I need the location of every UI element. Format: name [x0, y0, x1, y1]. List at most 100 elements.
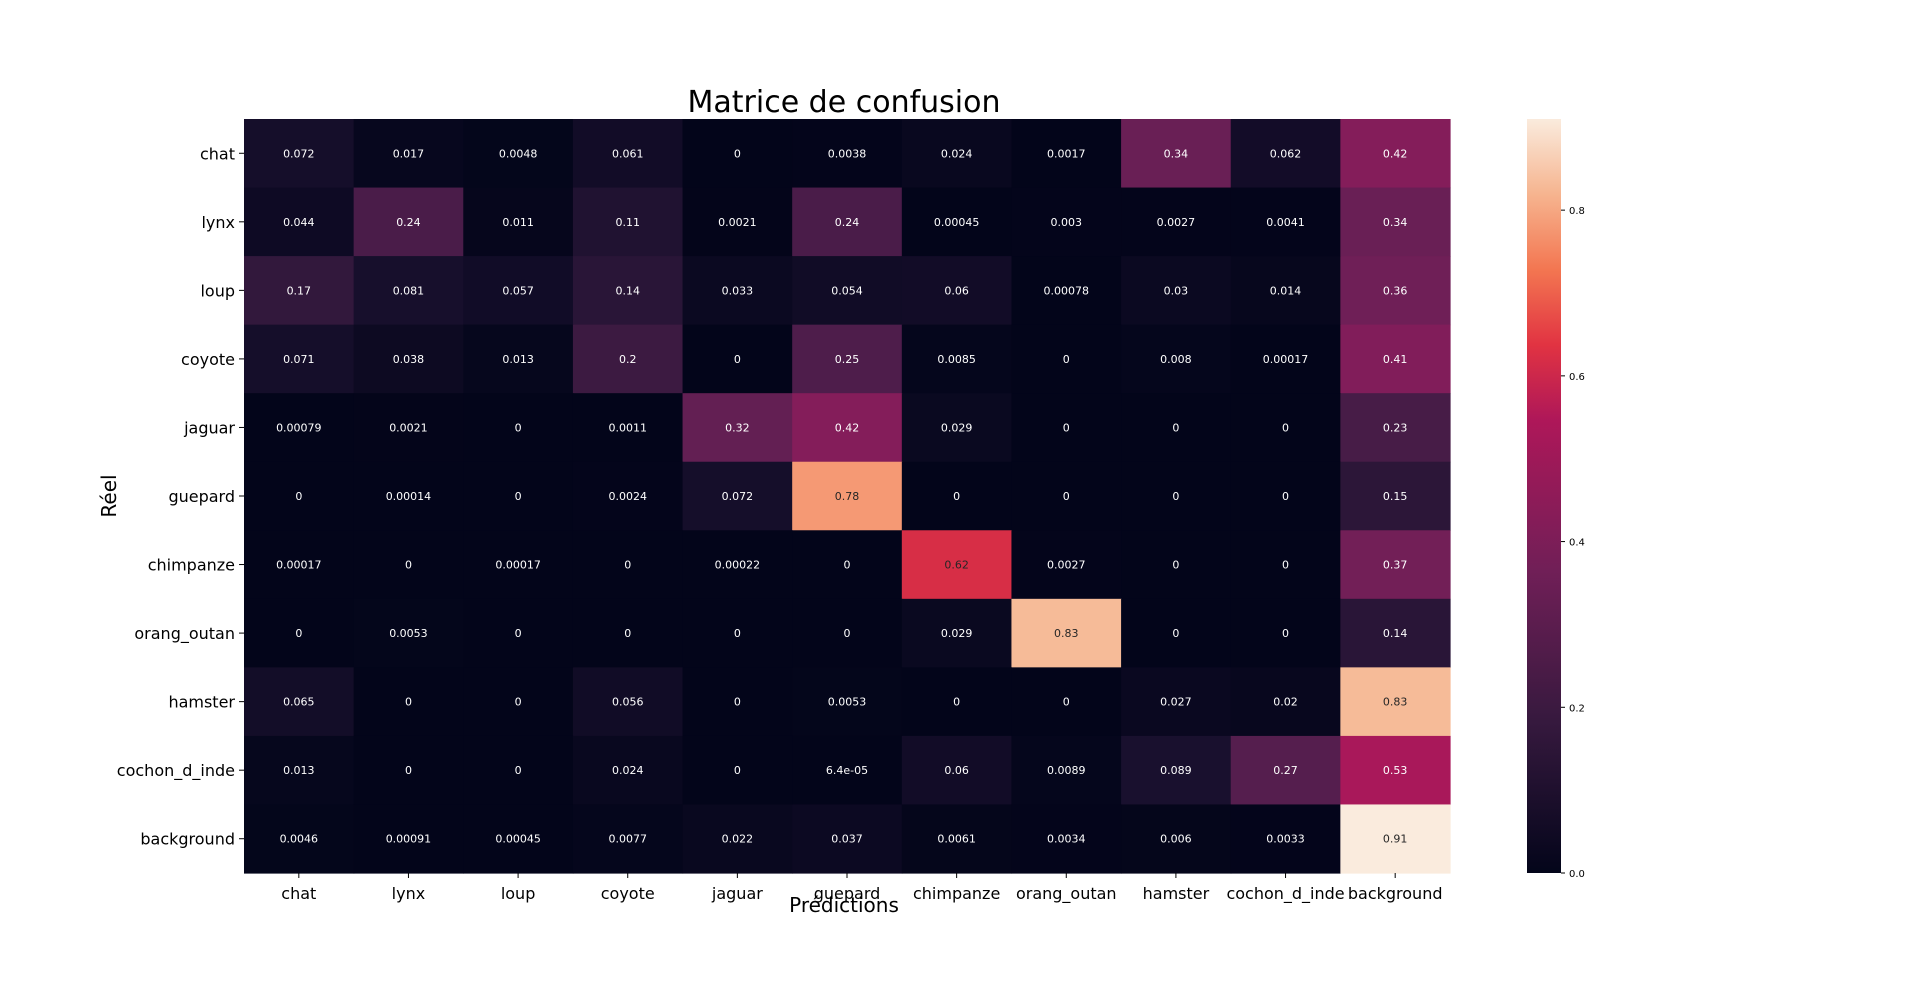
y-tick-label: cochon_d_inde: [117, 761, 235, 781]
heatmap-cell: [1121, 393, 1232, 463]
cell-value-label: 0: [844, 627, 851, 640]
cell-value-label: 0.013: [283, 764, 315, 777]
cell-value-label: 0.072: [283, 147, 315, 160]
heatmap-cell: [463, 598, 574, 668]
heatmap-cell: [901, 735, 1013, 806]
heatmap-cell: [353, 598, 464, 668]
cell-value-label: 0.00078: [1044, 284, 1090, 297]
y-tick-label: lynx: [201, 213, 235, 232]
cell-value-label: 0.0085: [937, 353, 976, 366]
heatmap-cell: [572, 735, 684, 806]
heatmap-cell: [244, 598, 355, 668]
cell-value-label: 0.057: [502, 284, 534, 297]
y-tick-label: jaguar: [183, 418, 235, 437]
cell-value-label: 0.03: [1164, 284, 1189, 297]
heatmap-cell: [1230, 530, 1341, 600]
cell-value-label: 0.024: [941, 147, 973, 160]
heatmap-cell: [901, 598, 1013, 668]
cell-value-label: 0.072: [722, 490, 754, 503]
heatmap-cell: [1011, 735, 1122, 806]
cell-value-label: 0.054: [831, 284, 863, 297]
cell-value-label: 0.00017: [276, 559, 322, 572]
heatmap-cell: [463, 256, 574, 326]
heatmap-cell: [463, 667, 574, 737]
cell-value-label: 0.00017: [495, 559, 541, 572]
y-tick-labels: chat lynx loup coyote jaguar guepard chimpanze…: [117, 144, 244, 849]
heatmap-cell: [1121, 598, 1232, 668]
heatmap-cell: [1340, 461, 1451, 531]
cell-value-label: 0.0021: [389, 421, 428, 434]
heatmap-cell: [1340, 804, 1451, 874]
heatmap-cell: [1121, 667, 1232, 737]
heatmap-cell: [682, 804, 793, 874]
cell-value-label: 0: [734, 764, 741, 777]
heatmap-cell: [901, 187, 1013, 257]
heatmap-cell: [1340, 735, 1451, 806]
cell-value-label: 0.022: [722, 833, 754, 846]
cell-value-label: 0.008: [1160, 353, 1192, 366]
heatmap-cell: [1230, 804, 1341, 874]
heatmap-cell: [244, 735, 355, 806]
cell-value-label: 0.081: [393, 284, 425, 297]
heatmap-cell: [1011, 530, 1122, 600]
heatmap-cell: [792, 667, 903, 737]
cell-value-label: 0: [1063, 490, 1070, 503]
heatmap-cell: [682, 735, 793, 806]
cell-value-label: 0.033: [722, 284, 754, 297]
cell-value-label: 0.62: [944, 559, 969, 572]
cell-value-label: 0.006: [1160, 833, 1192, 846]
heatmap-cell: [1230, 667, 1341, 737]
heatmap-cell: [1230, 324, 1341, 394]
heatmap-cell: [244, 804, 355, 874]
cell-value-label: 0.003: [1051, 216, 1083, 229]
cell-value-label: 0.044: [283, 216, 315, 229]
heatmap-cell: [1340, 667, 1451, 737]
heatmap-cell: [792, 119, 903, 189]
cell-value-label: 0: [624, 559, 631, 572]
heatmap-cell: [682, 393, 793, 463]
x-tick-label: coyote: [601, 884, 655, 903]
heatmap-cell: [682, 324, 793, 394]
heatmap-cell: [682, 530, 793, 600]
heatmap-cell: [244, 530, 355, 600]
cell-value-label: 0.34: [1383, 216, 1408, 229]
colorbar: [1527, 119, 1561, 873]
cell-value-label: 0.014: [1270, 284, 1302, 297]
chart-title: Matrice de confusion: [688, 85, 1001, 120]
x-tick-label: chimpanze: [913, 884, 1000, 903]
y-axis-label: Réel: [97, 474, 121, 517]
heatmap-cell: [244, 667, 355, 737]
heatmap-cell: [901, 119, 1013, 189]
heatmap-cell: [901, 393, 1013, 463]
cell-value-label: 0.056: [612, 696, 644, 709]
heatmap-cell: [463, 804, 574, 874]
heatmap-cell: [572, 119, 684, 189]
cell-value-label: 0.02: [1273, 696, 1298, 709]
cell-value-label: 0: [1063, 421, 1070, 434]
heatmap-cell: [901, 461, 1013, 531]
x-tick-label: lynx: [392, 884, 426, 903]
heatmap-cell: [1011, 256, 1122, 326]
heatmap-cell: [463, 393, 574, 463]
cell-value-label: 0.2: [619, 353, 637, 366]
cell-value-label: 0.27: [1273, 764, 1298, 777]
cell-value-label: 0.23: [1383, 421, 1408, 434]
cell-value-label: 0: [405, 764, 412, 777]
cell-value-label: 0: [734, 147, 741, 160]
cell-value-label: 0: [295, 627, 302, 640]
heatmap-cell: [901, 804, 1013, 874]
heatmap-cell: [463, 187, 574, 257]
heatmap-cell: [1011, 324, 1122, 394]
cell-value-label: 0.41: [1383, 353, 1408, 366]
heatmap-cell: [1011, 393, 1122, 463]
heatmap-cell: [572, 256, 684, 326]
heatmap-cell: [1011, 461, 1122, 531]
heatmap-cell: [1121, 461, 1232, 531]
cell-value-label: 0.83: [1054, 627, 1079, 640]
cell-value-label: 0.029: [941, 627, 973, 640]
x-tick-label: orang_outan: [1016, 884, 1117, 904]
heatmap-cell: [244, 187, 355, 257]
cell-value-label: 0.061: [612, 147, 644, 160]
cell-value-label: 0.0024: [608, 490, 647, 503]
